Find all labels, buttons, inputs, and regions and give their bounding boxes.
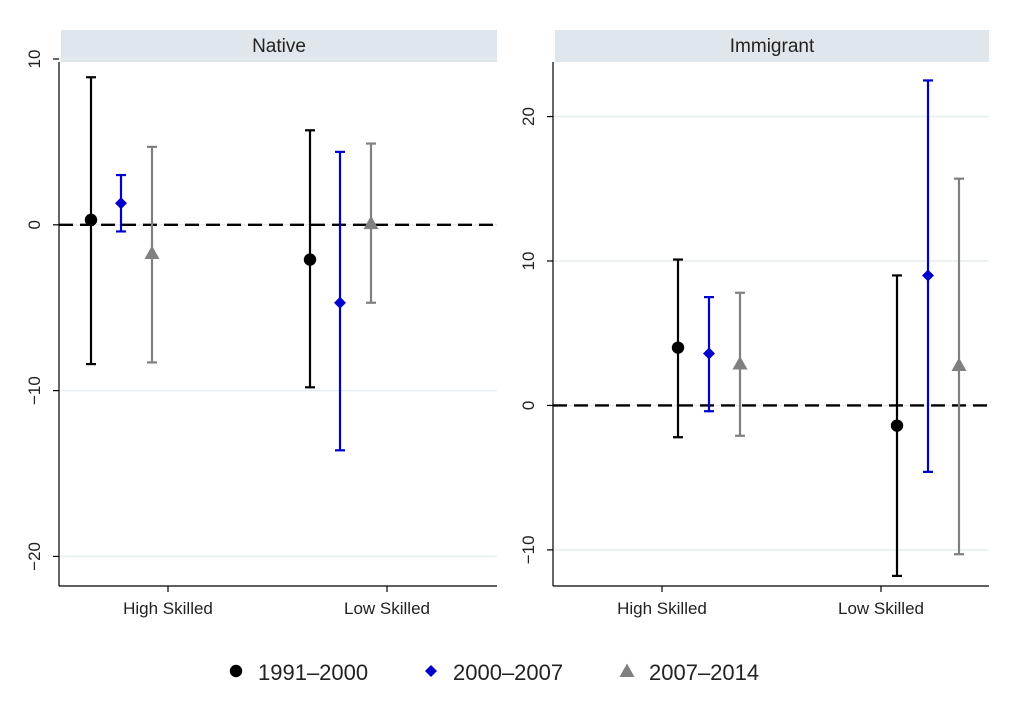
point-estimate [334,296,346,309]
y-tick-label: 20 [519,107,538,126]
legend-item: 2000–2007 [425,660,563,685]
point-estimate [703,347,715,360]
panel-title-strip [61,30,497,62]
legend-marker [619,663,635,677]
y-tick-label: −10 [519,535,538,564]
point-estimate [303,253,317,266]
point-estimate [951,357,967,371]
point-estimate [671,341,685,354]
series-1 [115,150,346,452]
legend-item: 2007–2014 [619,660,759,685]
panel-title-strip [555,30,989,62]
series-0 [671,258,904,577]
y-tick-label: −10 [25,376,44,405]
legend-label: 2000–2007 [453,660,563,685]
series-1 [703,79,934,473]
panel-0: Native 10 0 −10 −20 High Skilled Low Skilled [25,30,497,618]
series-0 [84,76,317,389]
point-estimate [732,356,748,370]
y-tick-label: 0 [519,401,538,410]
point-estimate [115,197,127,210]
point-estimate [922,269,934,282]
legend-item: 1991–2000 [229,660,368,685]
y-tick-label: 10 [25,50,44,69]
x-tick-label: Low Skilled [344,599,430,618]
x-tick-label: Low Skilled [838,599,924,618]
y-tick-label: −20 [25,542,44,571]
series-2 [732,177,967,556]
legend-label: 2007–2014 [649,660,759,685]
point-estimate [363,215,379,230]
legend-marker [425,665,437,677]
panel-title: Immigrant [730,36,815,57]
x-tick-label: High Skilled [123,599,213,618]
panel-title: Native [252,36,306,57]
series-2 [144,142,379,364]
y-tick-label: 10 [519,252,538,271]
legend-label: 1991–2000 [258,660,368,685]
point-estimate [144,245,160,259]
legend: 1991–2000 2000–2007 2007–2014 [229,660,759,685]
legend-marker [229,664,243,678]
point-estimate [890,419,904,432]
point-estimate [84,213,98,227]
y-tick-label: 0 [25,220,44,229]
panel-1: Immigrant 20 10 0 −10 High Skilled Low Skilled [519,30,989,618]
x-tick-label: High Skilled [617,599,707,618]
